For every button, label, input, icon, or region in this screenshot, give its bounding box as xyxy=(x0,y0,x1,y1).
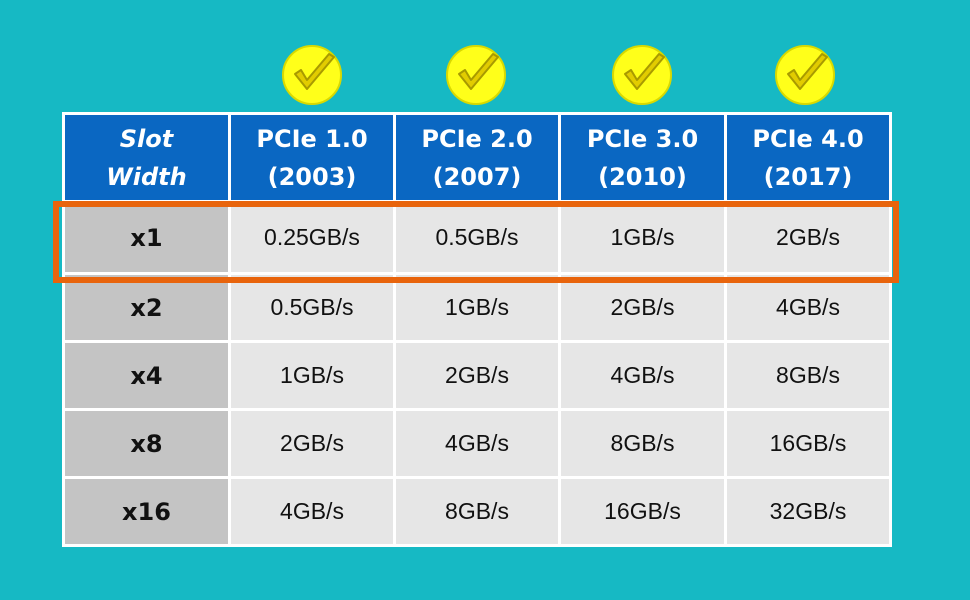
header-line: Slot xyxy=(119,124,174,153)
table-cell: 16GB/s xyxy=(558,476,727,547)
table-cell: 4GB/s xyxy=(393,408,561,479)
column-header-pcie-2: PCIe 2.0 (2007) xyxy=(393,112,561,203)
table-row: x2 0.5GB/s 1GB/s 2GB/s 4GB/s xyxy=(62,272,892,343)
checkmark-icon xyxy=(770,40,840,110)
table-row: x16 4GB/s 8GB/s 16GB/s 32GB/s xyxy=(62,476,892,547)
table-cell: 0.25GB/s xyxy=(228,200,396,275)
column-header-pcie-3: PCIe 3.0 (2010) xyxy=(558,112,727,203)
header-line: (2010) xyxy=(598,162,687,191)
row-label: x8 xyxy=(62,408,231,479)
table-cell: 16GB/s xyxy=(724,408,892,479)
header-line: (2003) xyxy=(267,162,357,191)
row-label: x2 xyxy=(62,272,231,343)
header-line: PCIe 4.0 xyxy=(752,124,864,153)
column-header-pcie-4: PCIe 4.0 (2017) xyxy=(724,112,892,203)
checkmark-icon xyxy=(277,40,347,110)
pcie-bandwidth-table: Slot Width PCIe 1.0 (2003) PCIe 2.0 (200… xyxy=(62,112,892,547)
table-cell: 1GB/s xyxy=(228,340,396,411)
header-line: PCIe 3.0 xyxy=(586,124,699,153)
header-line: Width xyxy=(106,162,187,191)
table-cell: 2GB/s xyxy=(558,272,727,343)
header-line: PCIe 2.0 xyxy=(421,124,533,153)
table-row: x4 1GB/s 2GB/s 4GB/s 8GB/s xyxy=(62,340,892,411)
table-cell: 4GB/s xyxy=(558,340,727,411)
table-header-row: Slot Width PCIe 1.0 (2003) PCIe 2.0 (200… xyxy=(62,112,892,203)
table-cell: 2GB/s xyxy=(724,200,892,275)
table-cell: 8GB/s xyxy=(724,340,892,411)
row-label: x4 xyxy=(62,340,231,411)
table-cell: 32GB/s xyxy=(724,476,892,547)
table-cell: 8GB/s xyxy=(393,476,561,547)
table-cell: 2GB/s xyxy=(393,340,561,411)
column-header-pcie-1: PCIe 1.0 (2003) xyxy=(228,112,396,203)
table-cell: 8GB/s xyxy=(558,408,727,479)
table-cell: 0.5GB/s xyxy=(228,272,396,343)
row-label: x1 xyxy=(62,200,231,275)
row-label: x16 xyxy=(62,476,231,547)
header-line: (2007) xyxy=(432,162,522,191)
table-row: x1 0.25GB/s 0.5GB/s 1GB/s 2GB/s xyxy=(62,200,892,275)
checkmark-icon xyxy=(607,40,677,110)
header-line: (2017) xyxy=(763,162,853,191)
table-cell: 1GB/s xyxy=(393,272,561,343)
table-cell: 1GB/s xyxy=(558,200,727,275)
table-row: x8 2GB/s 4GB/s 8GB/s 16GB/s xyxy=(62,408,892,479)
table-cell: 2GB/s xyxy=(228,408,396,479)
slot-width-header: Slot Width xyxy=(62,112,231,203)
header-line: PCIe 1.0 xyxy=(256,124,368,153)
x1-row-highlight xyxy=(53,201,899,283)
table-cell: 0.5GB/s xyxy=(393,200,561,275)
table-cell: 4GB/s xyxy=(724,272,892,343)
checkmark-icon xyxy=(441,40,511,110)
table-cell: 4GB/s xyxy=(228,476,396,547)
